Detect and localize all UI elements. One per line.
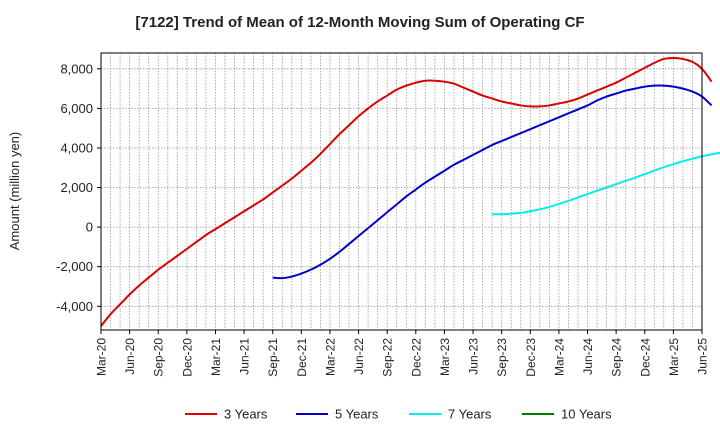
- x-tick-label: Sep-23: [495, 338, 509, 377]
- series-line-5-years: [272, 84, 713, 280]
- x-tick-label: Sep-24: [610, 338, 624, 377]
- y-tick-label: 6,000: [60, 101, 93, 116]
- legend-label-10-years: 10 Years: [561, 407, 612, 422]
- x-tick-label: Jun-25: [696, 338, 710, 375]
- x-tick-label: Sep-21: [266, 338, 280, 377]
- x-tick-label: Jun-24: [581, 338, 595, 375]
- y-tick-label: 4,000: [60, 140, 93, 155]
- legend-label-3-years: 3 Years: [224, 407, 268, 422]
- x-tick-label: Mar-24: [552, 338, 566, 376]
- x-tick-label: Sep-22: [381, 338, 395, 377]
- x-tick-label: Dec-22: [409, 338, 423, 377]
- gridlines: [101, 53, 702, 330]
- y-tick-label: 2,000: [60, 180, 93, 195]
- x-tick-label: Mar-21: [209, 338, 223, 376]
- y-tick-label: 0: [86, 220, 93, 235]
- x-tick-label: Dec-23: [524, 338, 538, 377]
- y-tick-label: -2,000: [56, 259, 93, 274]
- x-tick-label: Mar-25: [667, 338, 681, 376]
- x-tick-label: Dec-21: [295, 338, 309, 377]
- y-axis-ticks: -4,000 -2,000 0 2,000 4,000 6,000 8,000: [56, 61, 101, 314]
- y-axis-label: Amount (million yen): [7, 132, 22, 251]
- x-axis-ticks: Mar-20 Jun-20 Sep-20 Dec-20 Mar-21 Jun-21 Sep-…: [95, 330, 710, 377]
- y-tick-label: -4,000: [56, 299, 93, 314]
- series-line-3-years: [100, 56, 713, 327]
- x-tick-label: Dec-20: [180, 338, 194, 377]
- legend-label-7-years: 7 Years: [448, 407, 492, 422]
- x-tick-label: Jun-22: [352, 338, 366, 375]
- x-tick-label: Jun-23: [467, 338, 481, 375]
- x-tick-label: Sep-20: [152, 338, 166, 377]
- x-tick-label: Jun-21: [238, 338, 252, 375]
- legend: 3 Years 5 Years 7 Years 10 Years: [185, 407, 612, 422]
- x-tick-label: Dec-24: [638, 338, 652, 377]
- series-line-7-years: [492, 151, 720, 216]
- x-tick-label: Mar-22: [323, 338, 337, 376]
- plot-frame: [100, 52, 703, 331]
- legend-label-5-years: 5 Years: [335, 407, 379, 422]
- x-tick-label: Mar-23: [438, 338, 452, 376]
- chart-title: [7122] Trend of Mean of 12-Month Moving …: [135, 14, 585, 31]
- series-lines: [100, 56, 720, 327]
- y-tick-label: 8,000: [60, 61, 93, 76]
- x-tick-label: Jun-20: [123, 338, 137, 375]
- x-tick-label: Mar-20: [95, 338, 109, 376]
